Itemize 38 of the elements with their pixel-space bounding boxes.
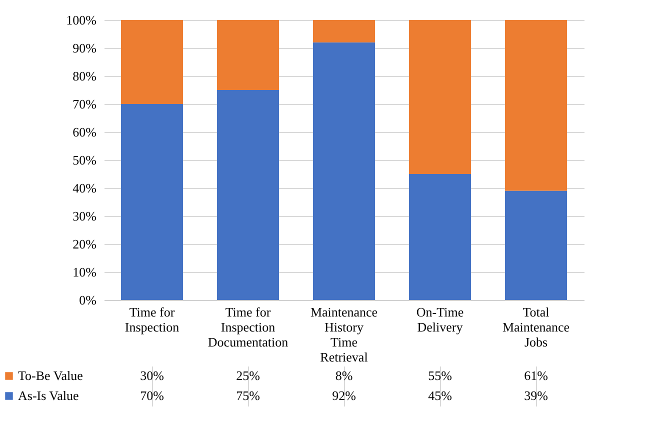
bar — [121, 20, 183, 104]
bar — [313, 42, 375, 300]
data-label: 92% — [332, 388, 356, 403]
y-tick-label: 40% — [72, 180, 97, 196]
data-label: 8% — [335, 368, 353, 383]
data-label: 61% — [524, 368, 548, 383]
data-label: 45% — [428, 388, 452, 403]
bar — [217, 20, 279, 90]
x-tick-label: On-Time Delivery — [416, 304, 464, 334]
x-tick-label: Maintenance History Time Retrieval — [310, 304, 378, 364]
legend-label: To-Be Value — [18, 368, 84, 383]
y-tick-label: 0% — [79, 292, 97, 308]
data-label: 30% — [140, 368, 164, 383]
data-label: 39% — [524, 388, 548, 403]
y-tick-label: 30% — [72, 208, 97, 224]
y-tick-label: 10% — [72, 264, 97, 280]
bar — [313, 20, 375, 42]
bar — [505, 20, 567, 191]
bar — [409, 174, 471, 300]
x-tick-label: Time for Inspection Documentation — [208, 304, 289, 350]
x-tick-label: Time for Inspection — [124, 304, 180, 334]
y-tick-label: 70% — [72, 96, 97, 112]
data-label: 75% — [236, 388, 260, 403]
y-tick-label: 20% — [72, 236, 97, 252]
legend-label: As-Is Value — [18, 388, 80, 403]
y-tick-label: 50% — [72, 152, 97, 168]
bar — [121, 104, 183, 300]
data-label: 55% — [428, 368, 452, 383]
y-tick-label: 60% — [72, 124, 97, 140]
x-tick-label: Total Maintenance Jobs — [502, 304, 570, 350]
bar — [505, 190, 567, 300]
bar — [217, 90, 279, 300]
data-label: 70% — [140, 388, 164, 403]
bar — [409, 20, 471, 174]
y-tick-label: 90% — [72, 40, 97, 56]
y-tick-label: 80% — [72, 68, 97, 84]
y-tick-label: 100% — [66, 12, 97, 28]
data-label: 25% — [236, 368, 260, 383]
